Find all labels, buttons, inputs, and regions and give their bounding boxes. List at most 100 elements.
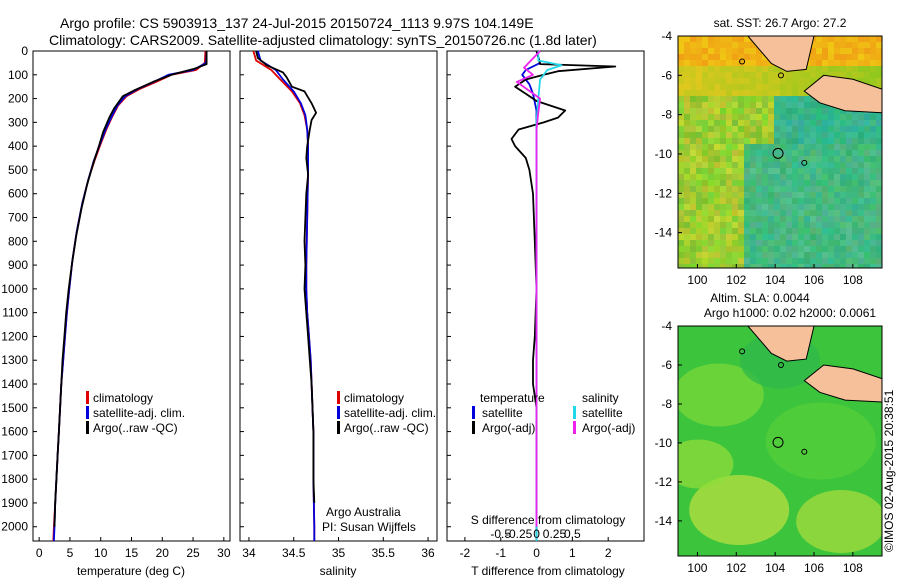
- sst-cell: [720, 54, 726, 60]
- y-tick-label: -4: [661, 319, 672, 333]
- legend-swatch-satellite-s: [573, 406, 576, 419]
- legend-swatch-satellite-adj: [337, 406, 340, 419]
- x-tick-label: 25: [186, 546, 200, 560]
- sst-cell: [846, 246, 852, 252]
- sst-cell: [876, 126, 882, 132]
- sst-cell: [822, 120, 828, 126]
- sst-cell: [720, 72, 726, 78]
- sst-cell: [696, 192, 702, 198]
- sst-cell: [768, 180, 774, 186]
- sst-cell: [696, 48, 702, 54]
- sst-cell: [708, 60, 714, 66]
- sst-cell: [678, 192, 684, 198]
- sst-cell: [852, 132, 858, 138]
- sst-cell: [726, 48, 732, 54]
- sst-cell: [756, 192, 762, 198]
- sst-cell: [726, 168, 732, 174]
- sst-cell: [756, 216, 762, 222]
- sst-cell: [732, 258, 738, 264]
- y-tick-label: 800: [8, 234, 28, 248]
- difference-legend-salinity: salinity satellite Argo(-adj): [573, 391, 635, 435]
- sst-cell: [720, 246, 726, 252]
- sst-cell: [738, 186, 744, 192]
- sst-cell: [684, 228, 690, 234]
- salinity-chart: 34 34.5 35 35.5 36: [240, 50, 435, 560]
- sst-cell: [768, 96, 774, 102]
- sst-cell: [744, 228, 750, 234]
- sst-cell: [756, 204, 762, 210]
- sst-cell: [810, 42, 816, 48]
- sst-cell: [726, 180, 732, 186]
- sst-cell: [684, 252, 690, 258]
- sst-cell: [732, 180, 738, 186]
- sst-cell: [840, 174, 846, 180]
- sst-cell: [810, 156, 816, 162]
- sst-cell: [846, 258, 852, 264]
- sst-cell: [768, 246, 774, 252]
- sst-cell: [738, 126, 744, 132]
- sst-cell: [804, 72, 810, 78]
- sst-cell: [852, 192, 858, 198]
- sst-cell: [702, 102, 708, 108]
- sst-cell: [840, 186, 846, 192]
- sst-cell: [810, 132, 816, 138]
- sst-cell: [690, 36, 696, 42]
- sst-cell: [786, 108, 792, 114]
- y-tick-label: -10: [655, 147, 673, 161]
- sst-cell: [816, 126, 822, 132]
- sst-cell: [846, 180, 852, 186]
- sst-cell: [804, 234, 810, 240]
- sst-cell: [828, 132, 834, 138]
- sst-cell: [870, 204, 876, 210]
- sst-cell: [756, 150, 762, 156]
- sst-cell: [738, 222, 744, 228]
- sst-cell: [684, 108, 690, 114]
- sst-cell: [876, 72, 882, 78]
- sst-cell: [696, 252, 702, 258]
- sst-cell: [678, 144, 684, 150]
- sst-cell: [702, 126, 708, 132]
- sst-cell: [750, 138, 756, 144]
- sst-cell: [690, 198, 696, 204]
- x-tick-label: 34: [242, 546, 256, 560]
- sst-cell: [858, 228, 864, 234]
- sst-cell: [792, 234, 798, 240]
- sst-cell: [768, 204, 774, 210]
- sst-cell: [786, 174, 792, 180]
- sst-cell: [696, 174, 702, 180]
- sst-cell: [834, 186, 840, 192]
- sst-cell: [738, 144, 744, 150]
- x-tick-label: 106: [804, 273, 824, 287]
- sst-cell: [684, 114, 690, 120]
- sst-cell: [864, 264, 870, 268]
- sst-cell: [750, 78, 756, 84]
- sst-cell: [726, 54, 732, 60]
- sst-cell: [684, 42, 690, 48]
- sst-cell: [858, 168, 864, 174]
- sst-cell: [828, 210, 834, 216]
- sst-cell: [726, 174, 732, 180]
- sst-cell: [834, 72, 840, 78]
- sst-cell: [828, 126, 834, 132]
- sst-cell: [792, 240, 798, 246]
- sst-cell: [702, 42, 708, 48]
- sst-cell: [714, 126, 720, 132]
- sst-cell: [744, 126, 750, 132]
- sst-cell: [750, 90, 756, 96]
- sst-cell: [714, 264, 720, 268]
- y-tick-label: 1300: [1, 353, 28, 367]
- sst-cell: [720, 84, 726, 90]
- sst-cell: [834, 216, 840, 222]
- sst-cell: [822, 258, 828, 264]
- sst-cell: [762, 222, 768, 228]
- sst-cell: [780, 204, 786, 210]
- sst-cell: [834, 210, 840, 216]
- sst-cell: [864, 144, 870, 150]
- sst-cell: [708, 84, 714, 90]
- sst-cell: [774, 228, 780, 234]
- sst-cell: [774, 186, 780, 192]
- sst-cell: [858, 210, 864, 216]
- sst-cell: [834, 60, 840, 66]
- sst-cell: [732, 162, 738, 168]
- sst-cell: [804, 240, 810, 246]
